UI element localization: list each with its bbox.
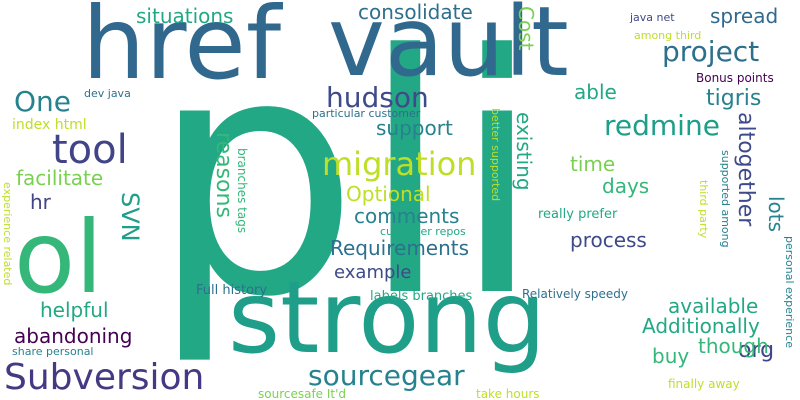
word-pli: pli: [150, 0, 543, 369]
word-buy: buy: [652, 344, 690, 368]
word-situations: situations: [136, 4, 234, 28]
word-altogether: altogether: [733, 112, 758, 227]
word-sourcesafe-itd: sourcesafe It'd: [258, 387, 347, 400]
word-tigris: tigris: [706, 86, 762, 111]
word-relatively-speedy: Relatively speedy: [522, 287, 628, 301]
word-really-prefer: really prefer: [538, 207, 618, 222]
word-vault: vault: [328, 0, 569, 98]
word-bonus-points: Bonus points: [696, 71, 774, 85]
word-particular-customer: particular customer: [312, 107, 421, 120]
word-available: available: [668, 294, 759, 318]
word-experience-related: experience related: [1, 182, 14, 286]
word-org: org: [738, 338, 775, 363]
word-able: able: [574, 80, 617, 104]
word-optional: Optional: [346, 182, 431, 206]
word-hr: hr: [30, 190, 51, 214]
word-existing: existing: [512, 112, 536, 191]
word-though: though: [698, 334, 769, 358]
word-branches-tags: branches tags: [235, 148, 249, 234]
word-one: One: [14, 85, 72, 118]
word-supported-among: supported among: [719, 150, 732, 248]
word-third-party: third party: [697, 180, 710, 239]
word-take-hours: take hours: [476, 387, 540, 400]
word-subversion: Subversion: [4, 357, 205, 398]
word-personal-experience: personal experience: [783, 236, 796, 348]
word-abandoning: abandoning: [14, 324, 133, 348]
word-better-supported: better supported: [489, 108, 502, 202]
word-example: example: [334, 262, 412, 283]
word-share-personal: share personal: [12, 345, 94, 358]
word-href: href: [82, 0, 282, 102]
word-reasons: reasons: [211, 132, 236, 218]
word-finally-away: finally away: [668, 377, 740, 391]
word-among-third: among third: [634, 29, 702, 42]
word-hudson: hudson: [326, 81, 429, 114]
word-project: project: [662, 35, 760, 68]
word-migration: migration: [322, 145, 477, 183]
word-consolidate: consolidate: [358, 0, 473, 24]
word-labels-branches: labels branches: [370, 289, 473, 304]
word-comments: comments: [354, 204, 460, 228]
word-svn: SVN: [116, 192, 144, 242]
word-days: days: [602, 174, 650, 198]
word-process: process: [570, 228, 647, 252]
word-additionally: Additionally: [642, 314, 760, 338]
word-dev-java: dev java: [84, 87, 131, 100]
word-support: support: [376, 116, 453, 140]
word-customer-repos: customer repos: [380, 225, 466, 238]
word-lots: lots: [764, 196, 788, 233]
word-redmine: redmine: [604, 109, 720, 142]
word-spread: spread: [710, 4, 779, 28]
word-requirements: Requirements: [330, 236, 470, 260]
word-sourcegear: sourcegear: [308, 359, 465, 392]
word-tool: tool: [52, 127, 128, 173]
word-strong: strong: [228, 259, 547, 376]
word-full-history: Full history: [196, 283, 268, 298]
word-java-net: java net: [630, 11, 675, 24]
word-ol: ol: [14, 199, 103, 316]
word-time: time: [570, 152, 616, 176]
word-facilitate: facilitate: [16, 166, 104, 190]
word-index-html: index html: [12, 117, 87, 133]
word-helpful: helpful: [40, 298, 109, 322]
word-cost: Cost: [514, 6, 538, 51]
